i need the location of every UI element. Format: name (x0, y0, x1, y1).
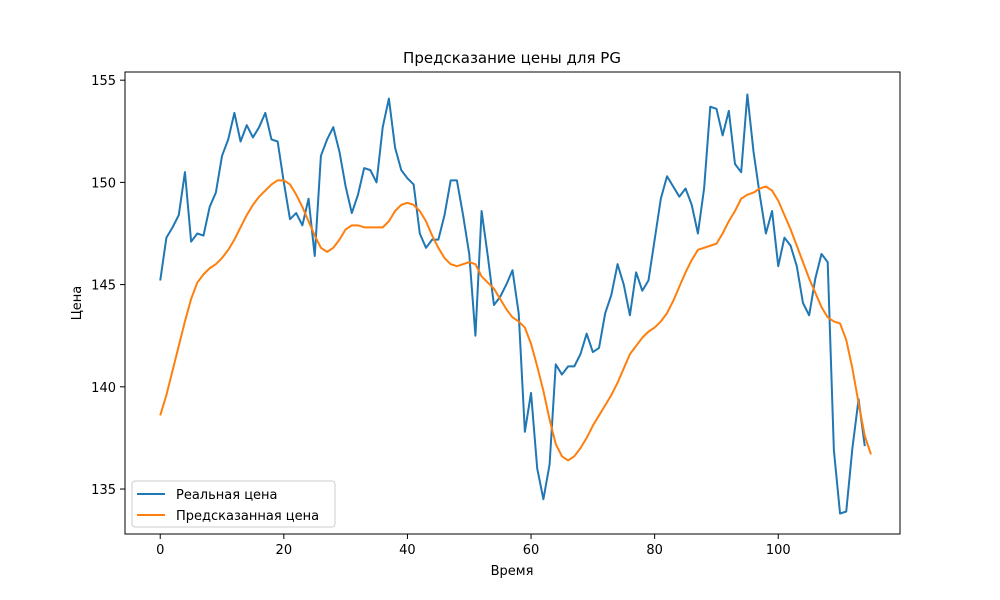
plot-lines (159, 93, 872, 515)
x-tick-label: 40 (399, 543, 416, 558)
legend-label-real-price: Реальная цена (176, 488, 278, 503)
x-tick-label: 20 (276, 543, 293, 558)
x-tick-label: 100 (766, 543, 791, 558)
x-tick-label: 60 (523, 543, 540, 558)
series-line-real-price (159, 93, 866, 515)
x-axis-ticks: 0 20 40 60 80 100 (156, 534, 791, 558)
legend-box (131, 480, 336, 528)
y-tick-label: 145 (91, 279, 116, 294)
plot-frame (124, 71, 901, 535)
y-tick-label: 155 (91, 74, 116, 89)
y-axis-label: Цена (70, 286, 85, 321)
x-axis-label: Время (491, 564, 534, 579)
legend-label-predicted-price: Предсказанная цена (176, 509, 319, 524)
y-axis-ticks: 135 140 145 150 155 (91, 74, 125, 498)
series-line-predicted-price (159, 179, 872, 462)
y-tick-label: 150 (91, 176, 116, 191)
x-tick-label: 0 (156, 543, 164, 558)
legend: Реальная цена Предсказанная цена (131, 480, 336, 528)
chart-title: Предсказание цены для PG (403, 49, 621, 67)
y-tick-label: 140 (91, 381, 116, 396)
x-tick-label: 80 (646, 543, 663, 558)
y-tick-label: 135 (91, 483, 116, 498)
